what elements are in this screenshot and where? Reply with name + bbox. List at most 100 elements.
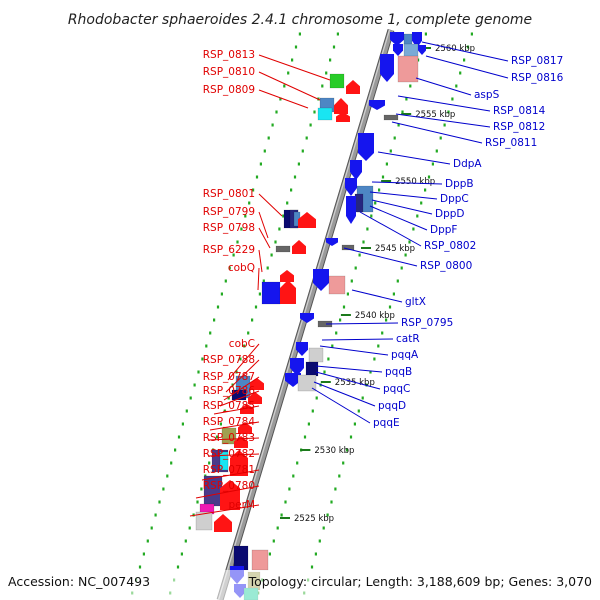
gene-arrow-down: [296, 342, 308, 356]
track-dot: [266, 266, 269, 270]
gene-box: [195, 511, 213, 531]
track-dot: [325, 71, 328, 75]
dotted-tracks: [131, 32, 473, 595]
track-dot: [262, 279, 265, 283]
track-dot: [314, 552, 317, 556]
leader-line: [397, 95, 491, 112]
track-dot: [400, 266, 403, 270]
track-dot: [274, 240, 277, 244]
track-dot: [412, 227, 415, 231]
track-dot: [181, 422, 184, 426]
gene-arrow-up: [298, 212, 316, 228]
gene-label-right: pqqA: [391, 349, 419, 361]
track-dot: [311, 409, 314, 413]
leader-line: [325, 322, 399, 325]
right-label-leaders: [311, 41, 509, 424]
gene-arrow-down: [313, 269, 329, 291]
footer-backdrop: [0, 570, 600, 600]
leader-line: [258, 89, 309, 109]
track-dot: [177, 435, 181, 439]
gene-label-left: RSP_0784: [203, 416, 256, 428]
gene-arrow-up: [240, 404, 254, 414]
track-dot: [255, 175, 259, 179]
track-dot: [322, 526, 325, 530]
track-dot: [247, 331, 250, 335]
gene-label-left: RSP_0783: [203, 432, 255, 444]
leader-line: [258, 249, 263, 273]
track-dot: [330, 500, 333, 504]
leader-line: [219, 390, 260, 407]
gene-arrow-down: [300, 313, 314, 323]
leader-line: [415, 77, 472, 96]
track-dot: [435, 149, 438, 153]
gene-label-right: RSP_0817: [511, 55, 563, 67]
track-dot: [305, 136, 308, 140]
track-dot: [459, 71, 462, 75]
track-dot: [251, 318, 254, 322]
gene-arrow-down: [390, 32, 404, 46]
leader-line: [369, 205, 428, 231]
gene-arrow-down: [346, 196, 356, 224]
track-dot: [313, 110, 316, 114]
track-dot: [334, 487, 337, 491]
gene-label-left: RSP_0786: [203, 385, 256, 397]
track-dot: [166, 474, 169, 478]
gene-label-right: aspS: [474, 89, 500, 101]
track-dot: [466, 45, 470, 49]
track-dot: [146, 539, 149, 543]
gene-label-right: pqqD: [378, 400, 406, 412]
track-dot: [243, 344, 246, 348]
accession-label: Accession: NC_007493: [8, 574, 150, 589]
scale-label: 2545 kbp: [375, 244, 415, 254]
track-dot: [287, 71, 290, 75]
track-dot: [270, 253, 273, 257]
leader-line: [369, 191, 438, 200]
track-dot: [385, 318, 388, 322]
track-dot: [417, 58, 420, 62]
gene-arrow-up: [214, 514, 232, 532]
gene-bar: [275, 245, 291, 253]
track-dot: [158, 500, 161, 504]
track-dot: [307, 422, 310, 426]
track-dot: [374, 201, 377, 205]
track-dot: [315, 396, 318, 400]
track-dot: [216, 305, 220, 309]
gene-label-right: catR: [396, 333, 420, 345]
track-dot: [401, 110, 404, 114]
gene-label-right: RSP_0800: [420, 260, 472, 272]
track-dot: [278, 227, 281, 231]
track-dot: [240, 227, 243, 231]
track-dot: [150, 526, 153, 530]
leader-line: [223, 376, 260, 401]
gene-label-right: pqqE: [373, 417, 400, 429]
gene-arrow-up: [280, 270, 294, 282]
leader-line: [319, 345, 389, 356]
gene-label-right: DppB: [445, 178, 474, 190]
track-dot: [235, 370, 238, 374]
left-label-leaders: [189, 54, 331, 517]
track-dot: [244, 214, 247, 218]
gene-label-right: pqqC: [383, 383, 410, 395]
track-dot: [298, 32, 301, 36]
scale-label: 2550 kbp: [395, 177, 435, 187]
gene-arrow-down: [418, 45, 426, 55]
track-dot: [451, 97, 454, 101]
leader-line: [359, 211, 422, 247]
gene-label-left: RSP_0782: [203, 448, 255, 460]
track-dot: [290, 188, 293, 192]
track-dot: [329, 58, 332, 62]
track-dot: [254, 305, 258, 309]
gene-label-left: RSP_0781: [203, 464, 255, 476]
gene-label-right: pqqB: [385, 366, 412, 378]
right-gene-labels: RSP_0817 RSP_0816 aspS RSP_0814 RSP_0812 RSP_…: [373, 55, 564, 429]
track-dot: [296, 461, 299, 465]
track-dot: [339, 318, 342, 322]
track-dot: [188, 526, 191, 530]
gene-arrow-up: [334, 98, 348, 114]
gene-arrow-up: [280, 280, 296, 304]
track-dot: [470, 32, 473, 36]
track-dot: [416, 214, 419, 218]
track-dot: [282, 214, 285, 218]
gene-label-left: RSP_0813: [203, 49, 255, 61]
track-dot: [389, 149, 392, 153]
